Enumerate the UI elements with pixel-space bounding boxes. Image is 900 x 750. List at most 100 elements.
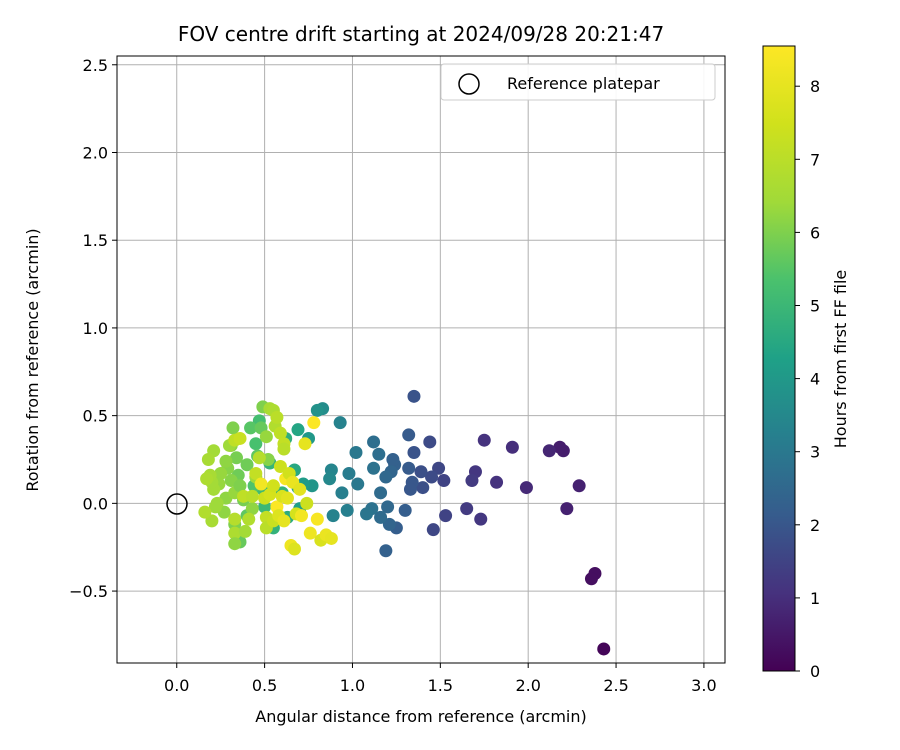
- data-point: [205, 514, 219, 528]
- legend-label: Reference platepar: [507, 74, 660, 93]
- legend-box: [440, 63, 716, 101]
- data-point: [437, 474, 451, 488]
- data-point: [266, 479, 280, 493]
- data-point: [386, 452, 400, 466]
- data-point: [208, 500, 222, 514]
- data-point: [300, 496, 314, 510]
- data-point: [439, 509, 453, 523]
- data-point: [367, 461, 381, 475]
- data-point: [273, 460, 287, 474]
- data-point: [407, 445, 421, 459]
- x-axis-ticks: 0.0 0.5 1.0 1.5 2.0 2.5 3.0: [164, 663, 717, 695]
- y-tick-label: 2.5: [83, 56, 108, 75]
- data-point: [335, 486, 349, 500]
- data-point: [214, 467, 228, 481]
- data-point: [240, 458, 254, 472]
- x-tick-label: 0.5: [252, 676, 277, 695]
- data-point: [249, 467, 263, 481]
- data-point: [254, 477, 268, 491]
- x-tick-label: 2.0: [515, 676, 540, 695]
- data-point: [414, 465, 428, 479]
- data-point: [324, 531, 338, 545]
- data-point: [270, 410, 284, 424]
- data-point: [553, 440, 567, 454]
- y-tick-label: −0.5: [69, 582, 108, 601]
- data-point: [280, 491, 294, 505]
- data-point: [273, 426, 287, 440]
- colorbar-tick-label: 5: [810, 297, 820, 316]
- data-point: [198, 505, 212, 519]
- data-point: [293, 482, 307, 496]
- reference-marker: [166, 493, 188, 515]
- y-tick-label: 2.0: [83, 143, 108, 162]
- colorbar-tick-label: 0: [810, 662, 820, 681]
- data-point: [342, 467, 356, 481]
- data-point: [326, 509, 340, 523]
- data-point: [381, 500, 395, 514]
- data-point: [423, 435, 437, 449]
- data-point: [351, 477, 365, 491]
- data-point: [477, 433, 491, 447]
- data-point: [490, 475, 504, 489]
- data-point: [398, 503, 412, 517]
- data-point: [277, 514, 291, 528]
- data-point: [403, 482, 417, 496]
- data-point: [252, 451, 266, 465]
- data-point: [291, 423, 305, 437]
- data-point: [233, 431, 247, 445]
- data-point: [295, 509, 309, 523]
- data-point: [374, 510, 388, 524]
- colorbar-tick-label: 6: [810, 223, 820, 242]
- plot-frame: [116, 55, 726, 664]
- data-point: [584, 572, 598, 586]
- data-point: [287, 542, 301, 556]
- data-point: [228, 537, 242, 551]
- data-point: [259, 430, 273, 444]
- data-point: [379, 470, 393, 484]
- data-point: [426, 523, 440, 537]
- data-point: [597, 642, 611, 656]
- data-point: [200, 472, 214, 486]
- data-points: [198, 389, 611, 656]
- colorbar-tick-label: 1: [810, 589, 820, 608]
- data-point: [407, 389, 421, 403]
- data-point: [432, 461, 446, 475]
- data-point: [465, 474, 479, 488]
- y-tick-label: 0.5: [83, 407, 108, 426]
- x-axis-label: Angular distance from reference (arcmin): [255, 707, 586, 726]
- data-point: [323, 472, 337, 486]
- data-point: [372, 447, 386, 461]
- data-point: [460, 502, 474, 516]
- data-point: [249, 437, 263, 451]
- data-point: [542, 444, 556, 458]
- data-point: [560, 502, 574, 516]
- legend: Reference platepar: [440, 63, 716, 101]
- data-point: [333, 416, 347, 430]
- x-tick-label: 0.0: [164, 676, 189, 695]
- colorbar: [762, 45, 796, 672]
- colorbar-tick-label: 2: [810, 516, 820, 535]
- data-point: [519, 481, 533, 495]
- colorbar-label: Hours from first FF file: [831, 270, 850, 449]
- data-point: [379, 544, 393, 558]
- data-point: [310, 512, 324, 526]
- data-point: [228, 526, 242, 540]
- data-point: [219, 454, 233, 468]
- data-point: [374, 486, 388, 500]
- x-tick-label: 1.0: [340, 676, 365, 695]
- data-point: [340, 503, 354, 517]
- colorbar-tick-label: 4: [810, 370, 820, 389]
- data-point: [360, 507, 374, 521]
- y-axis-ticks: −0.5 0.0 0.5 1.0 1.5 2.0 2.5: [69, 56, 117, 601]
- data-point: [245, 489, 259, 503]
- data-point: [245, 502, 259, 516]
- data-point: [349, 445, 363, 459]
- data-point: [402, 461, 416, 475]
- data-point: [572, 479, 586, 493]
- data-point: [382, 517, 396, 531]
- y-tick-label: 1.0: [83, 319, 108, 338]
- data-point: [367, 435, 381, 449]
- data-point: [416, 481, 430, 495]
- data-point: [303, 526, 317, 540]
- legend-marker-icon: [458, 73, 480, 95]
